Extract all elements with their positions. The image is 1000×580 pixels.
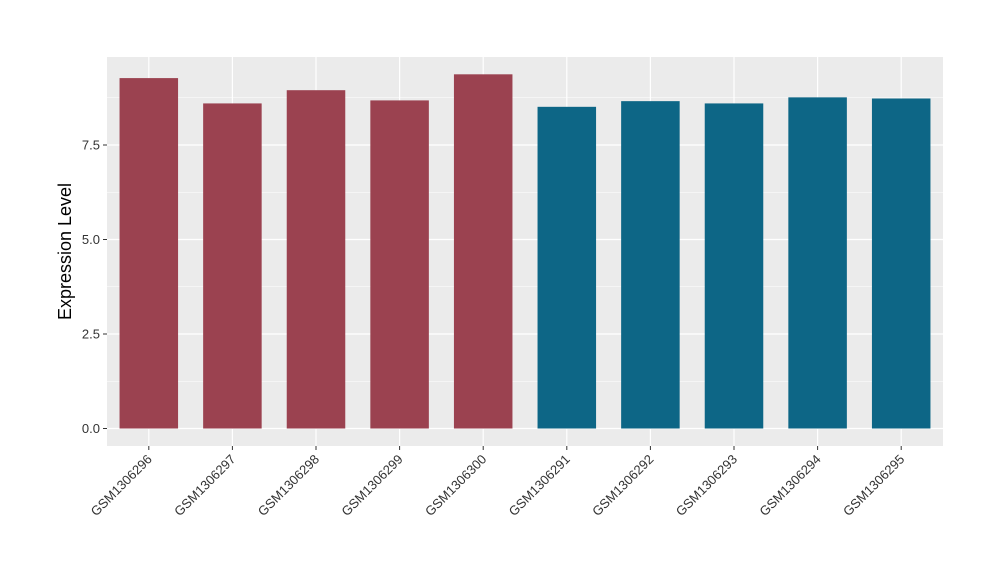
- bar: [286, 90, 346, 429]
- bar: [119, 78, 179, 429]
- bar: [453, 74, 513, 429]
- x-tick-label: GSM1306294: [756, 452, 823, 519]
- y-tick-label: 5.0: [82, 232, 100, 247]
- x-axis: GSM1306296 GSM1306297 GSM1306298 GSM1306299…: [88, 446, 907, 519]
- x-tick-label: GSM1306293: [673, 452, 740, 519]
- x-tick-label: GSM1306297: [171, 452, 238, 519]
- bar: [704, 103, 764, 429]
- bar: [621, 101, 680, 429]
- bars: [119, 74, 931, 429]
- y-axis: 0.0 2.5 5.0 7.5: [82, 138, 107, 436]
- y-axis-title: Expression Level: [55, 183, 75, 320]
- x-tick-label: GSM1306299: [338, 452, 405, 519]
- y-tick-label: 7.5: [82, 138, 100, 153]
- bar: [788, 97, 847, 429]
- bar: [203, 103, 262, 429]
- bar: [871, 98, 931, 429]
- y-tick-label: 0.0: [82, 421, 100, 436]
- x-tick-label: GSM1306300: [422, 452, 489, 519]
- x-tick-label: GSM1306295: [840, 452, 907, 519]
- x-tick-label: GSM1306291: [506, 452, 573, 519]
- x-tick-label: GSM1306296: [88, 452, 155, 519]
- x-tick-label: GSM1306298: [255, 452, 322, 519]
- x-tick-label: GSM1306292: [589, 452, 656, 519]
- bar: [537, 106, 597, 429]
- bar: [370, 100, 429, 429]
- y-tick-label: 2.5: [82, 327, 100, 342]
